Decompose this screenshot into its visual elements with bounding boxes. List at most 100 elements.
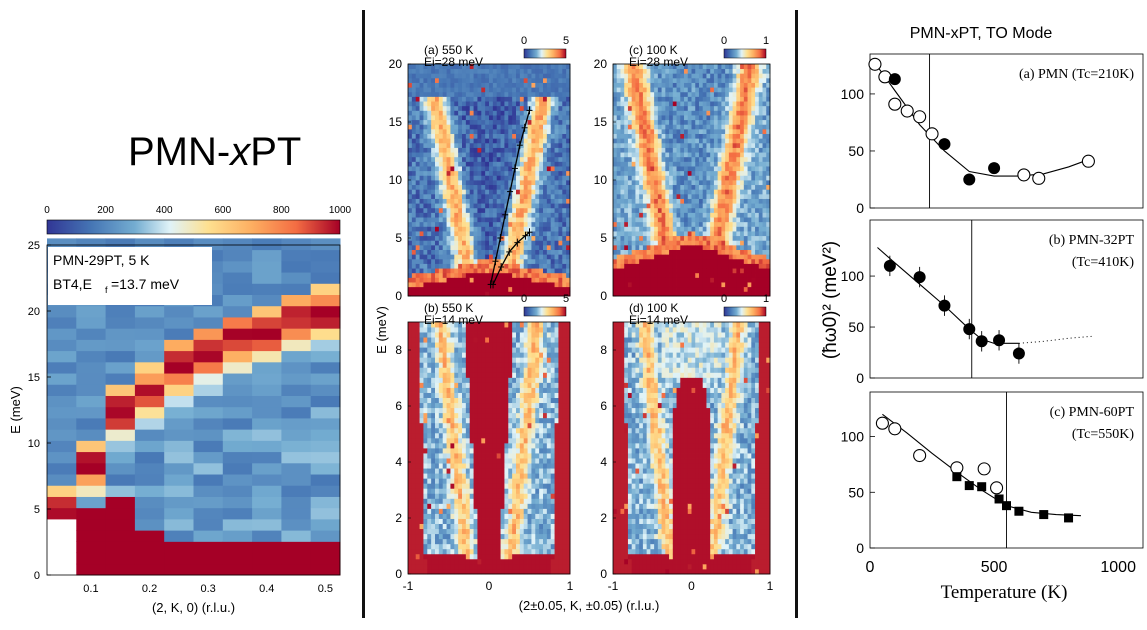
mid-heat-cell xyxy=(423,563,428,570)
mid-heat-cell xyxy=(408,503,413,509)
mid-heat-cell xyxy=(539,152,544,158)
mid-heat-cell xyxy=(485,82,490,88)
mid-heat-cell xyxy=(654,156,659,162)
left-heat-cell xyxy=(281,552,312,565)
mid-heat-cell xyxy=(535,124,540,130)
mid-heat-cell xyxy=(639,96,644,102)
mid-heat-cell xyxy=(766,105,771,111)
mid-heat-cell xyxy=(531,68,536,74)
mid-heat-cell xyxy=(516,133,521,139)
mid-heat-cell xyxy=(450,133,455,139)
mid-heat-cell xyxy=(624,73,629,79)
left-heat-cell xyxy=(134,305,165,318)
left-heat-cell xyxy=(193,485,224,497)
mid-heat-cell xyxy=(747,138,752,144)
mid-heat-cell xyxy=(431,392,436,398)
mid-heat-cell xyxy=(672,221,677,227)
mid-heat-cell xyxy=(710,198,715,204)
mid-heat-cell xyxy=(713,110,719,116)
mid-heat-cell xyxy=(411,387,417,393)
mid-heat-cell xyxy=(755,184,760,190)
mid-heat-cell xyxy=(546,268,552,274)
mid-heat-cell xyxy=(408,258,413,264)
mid-heat-cell xyxy=(680,115,685,121)
mid-heat-cell xyxy=(665,272,670,278)
mid-heat-cell xyxy=(669,254,674,260)
mid-heat-cell xyxy=(489,147,494,153)
mid-heat-cell xyxy=(411,377,417,383)
mid-heat-cell xyxy=(613,101,618,107)
mid-heat-cell xyxy=(702,87,707,93)
mid-heat-cell xyxy=(408,161,413,167)
mid-heat-cell xyxy=(558,96,563,102)
mid-heat-cell xyxy=(639,286,644,292)
mid-heat-cell xyxy=(419,110,424,116)
left-heat-cell xyxy=(252,530,282,542)
mid-heat-cell xyxy=(635,96,640,102)
mid-heat-cell xyxy=(543,198,548,204)
mid-heat-cell xyxy=(713,272,719,278)
mid-heat-cell xyxy=(702,96,707,102)
mid-heat-cell xyxy=(431,523,436,530)
mid-heat-cell xyxy=(531,110,536,116)
mid-heat-cell xyxy=(469,175,474,181)
mid-heat-cell xyxy=(519,156,525,162)
mid-heat-cell xyxy=(411,249,417,255)
mid-heat-cell xyxy=(616,244,621,250)
mid-heat-cell xyxy=(743,119,748,125)
mid-heat-cell xyxy=(438,217,444,223)
mid-heat-cell xyxy=(496,226,501,232)
mid-heat-cell xyxy=(550,73,555,79)
mid-heat-cell xyxy=(446,240,451,246)
mid-heat-cell xyxy=(691,82,696,88)
mid-heat-cell xyxy=(462,277,467,283)
mid-heat-cell xyxy=(411,442,417,449)
mid-heat-cell xyxy=(669,212,674,218)
mid-heat-cell xyxy=(751,156,756,162)
mid-heat-cell xyxy=(519,272,525,278)
mid-heat-cell xyxy=(766,175,771,181)
mid-heat-cell xyxy=(747,161,752,167)
mid-heat-cell xyxy=(411,272,417,278)
mid-heat-cell xyxy=(539,193,544,199)
mid-heat-cell xyxy=(657,124,662,130)
left-heat-cell xyxy=(281,350,312,363)
mid-heat-cell xyxy=(535,166,540,172)
mid-heat-cell xyxy=(706,189,711,195)
mid-heat-cell xyxy=(496,115,501,121)
mid-heat-cell xyxy=(698,87,704,93)
mid-heat-cell xyxy=(419,367,424,373)
mid-heat-cell xyxy=(613,207,618,213)
mid-heat-cell xyxy=(695,68,700,74)
mid-heat-cell xyxy=(485,254,490,260)
mid-heat-cell xyxy=(642,263,648,269)
mid-heat-cell xyxy=(438,73,444,79)
mid-heat-cell xyxy=(427,91,432,97)
mid-heat-cell xyxy=(627,170,633,176)
mid-heat-cell xyxy=(684,138,689,144)
mid-heat-cell xyxy=(616,286,621,292)
mid-heat-cell xyxy=(758,254,763,260)
mid-heat-cell xyxy=(706,244,711,250)
mid-heat-cell xyxy=(477,82,482,88)
mid-heat-cell xyxy=(695,115,700,121)
mid-heat-cell xyxy=(469,193,474,199)
mid-heat-cell xyxy=(702,221,707,227)
mid-heat-cell xyxy=(546,124,552,130)
mid-heat-cell xyxy=(732,268,737,274)
mid-heat-cell xyxy=(672,105,677,111)
mid-heat-cell xyxy=(680,240,685,246)
mid-heat-cell xyxy=(740,254,745,260)
mid-heat-cell xyxy=(654,258,659,264)
mid-heat-cell xyxy=(613,244,618,250)
mid-heat-cell xyxy=(485,258,490,264)
mid-heat-cell xyxy=(654,128,659,134)
mid-heat-cell xyxy=(438,64,444,70)
mid-heat-cell xyxy=(508,87,513,93)
mid-heat-cell xyxy=(710,142,715,148)
mid-heat-cell xyxy=(717,101,722,107)
mid-heat-cell xyxy=(713,193,719,199)
mid-heat-cell xyxy=(631,282,636,288)
mid-heat-cell xyxy=(408,166,413,172)
mid-heat-cell xyxy=(489,180,494,186)
